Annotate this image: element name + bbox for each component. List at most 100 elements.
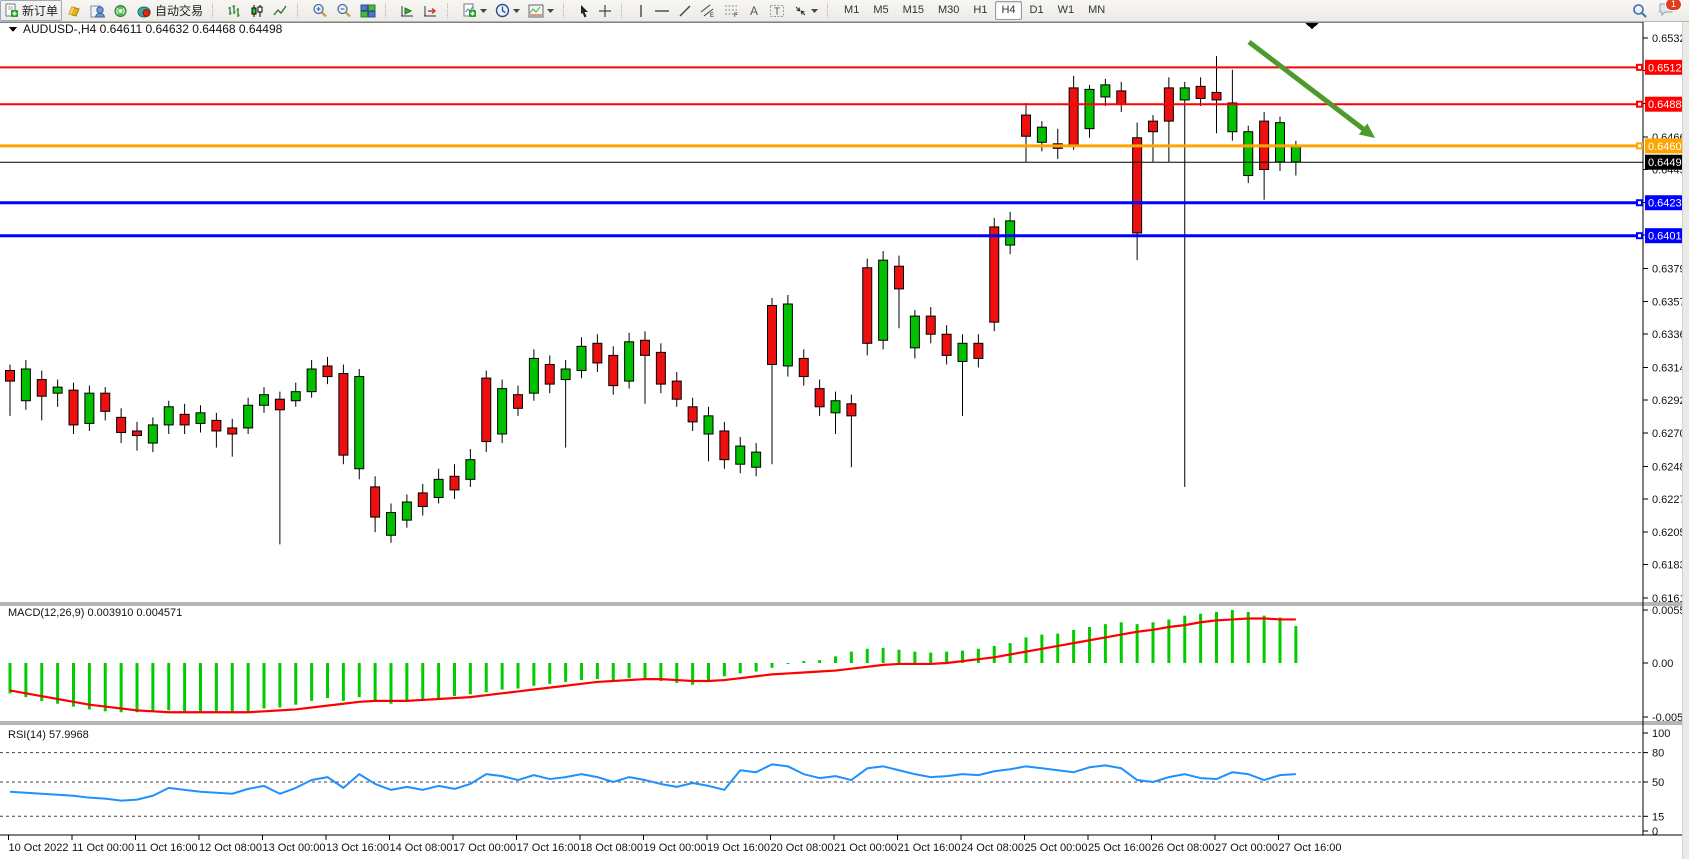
window-edge-strip [1682,21,1689,859]
cursor-button[interactable] [574,0,594,21]
svg-text:0.005595: 0.005595 [1652,605,1689,617]
fibonacci-button[interactable]: F [720,0,744,21]
svg-text:27 Oct 00:00: 27 Oct 00:00 [1215,842,1278,854]
chevron-down-icon [547,9,555,13]
svg-text:25 Oct 00:00: 25 Oct 00:00 [1025,842,1088,854]
svg-text:0.63360: 0.63360 [1652,329,1689,341]
text-label-button[interactable]: T [765,0,789,21]
svg-text:17 Oct 00:00: 17 Oct 00:00 [453,842,516,854]
svg-text:0.63575: 0.63575 [1652,297,1689,309]
channel-icon: E [700,4,714,18]
chart-shift-button[interactable] [419,0,442,21]
svg-text:18 Oct 08:00: 18 Oct 08:00 [580,842,643,854]
text-icon: A [750,4,758,18]
svg-text:F: F [734,13,738,18]
new-order-label: 新订单 [22,4,59,18]
tab-timeframe-w1[interactable]: W1 [1057,4,1075,16]
svg-text:80: 80 [1652,748,1664,760]
svg-text:A: A [750,4,758,18]
level-lines-layer[interactable]: 0.65126 0.64882 0.64606 0.64230 0.64012 0.644… [0,59,1689,244]
macd-pane: 0.005595 0.00 -0.005693 MACD(12,26,9) 0.003… [8,605,1689,724]
arrows-button[interactable] [789,0,822,21]
toolbar-separator [212,3,219,18]
indicators-button[interactable] [458,0,491,21]
svg-text:14 Oct 08:00: 14 Oct 08:00 [390,842,453,854]
svg-text:0.62705: 0.62705 [1652,428,1689,440]
svg-text:11 Oct 00:00: 11 Oct 00:00 [72,842,134,854]
line-chart-icon [273,5,287,15]
gold-button[interactable] [62,0,86,21]
tab-timeframe-d1[interactable]: D1 [1029,4,1044,16]
notifications-button[interactable]: 1 [1658,0,1682,20]
auto-trading-icon [137,5,151,18]
svg-text:0.65126: 0.65126 [1648,62,1688,74]
bar-chart-icon [228,4,240,17]
zoom-out-icon [337,3,351,18]
svg-text:24 Oct 08:00: 24 Oct 08:00 [961,842,1024,854]
tile-windows-icon [360,4,376,17]
svg-text:20 Oct 08:00: 20 Oct 08:00 [771,842,834,854]
templates-button[interactable] [524,0,558,21]
toolbar-separator [385,3,392,18]
auto-trading-button[interactable]: 自动交易 [132,0,207,21]
horizontal-line-button[interactable] [650,0,674,21]
svg-text:21 Oct 16:00: 21 Oct 16:00 [898,842,961,854]
toolbar-separator [621,3,628,18]
tab-timeframe-m30[interactable]: M30 [938,4,960,16]
svg-text:0.62050: 0.62050 [1652,527,1689,539]
new-order-icon [5,3,18,17]
svg-text:0.64498: 0.64498 [1648,157,1688,169]
toolbar-separator [297,3,304,18]
zoom-out-button[interactable] [332,0,356,21]
zoom-in-button[interactable] [308,0,332,21]
tab-timeframe-m15[interactable]: M15 [902,4,924,16]
svg-text:E: E [710,13,714,18]
tile-windows-button[interactable] [356,0,380,21]
trendline-button[interactable] [674,0,696,21]
bar-chart-button[interactable] [223,0,246,21]
line-chart-button[interactable] [269,0,292,21]
tab-timeframe-m5[interactable]: M5 [873,4,889,16]
period-button[interactable] [491,0,524,21]
candlestick-chart-icon [251,4,263,17]
tab-timeframe-h4[interactable]: H4 [995,1,1022,20]
tab-timeframe-m1[interactable]: M1 [844,4,860,16]
text-button[interactable]: A [744,0,765,21]
svg-text:0.63140: 0.63140 [1652,362,1689,374]
svg-text:100: 100 [1652,728,1670,740]
candles-layer [5,56,1301,545]
horizontal-line-icon [655,9,670,12]
svg-text:T: T [774,6,780,17]
toolbar-separator [563,3,570,18]
svg-text:15: 15 [1652,811,1664,823]
profile-icon [90,5,106,17]
tab-timeframe-h1[interactable]: H1 [973,4,988,16]
svg-text:21 Oct 00:00: 21 Oct 00:00 [834,842,897,854]
search-icon[interactable] [1632,3,1648,19]
toolbar-separator [447,3,454,18]
svg-text:11 Oct 16:00: 11 Oct 16:00 [136,842,198,854]
tab-timeframe-mn[interactable]: MN [1088,4,1106,16]
zoom-in-icon [313,3,327,18]
fibonacci-icon: F [725,5,738,18]
svg-text:17 Oct 16:00: 17 Oct 16:00 [517,842,580,854]
crosshair-button[interactable] [594,0,616,21]
vertical-line-button[interactable] [632,0,650,21]
candlestick-chart-button[interactable] [246,0,269,21]
channel-button[interactable]: E [696,0,720,21]
svg-text:26 Oct 08:00: 26 Oct 08:00 [1152,842,1215,854]
new-order-button[interactable]: 新订单 [0,0,63,21]
svg-text:0.61835: 0.61835 [1652,560,1689,572]
chevron-down-icon [513,9,521,13]
svg-text:0.64882: 0.64882 [1648,99,1688,111]
timeframe-group: M1 M5 M15 M30 H1 H4 D1 W1 MN [838,1,1111,20]
profile-button[interactable] [86,0,109,21]
notification-badge: 1 [1665,0,1682,11]
svg-text:19 Oct 00:00: 19 Oct 00:00 [644,842,707,854]
auto-trading-label: 自动交易 [155,4,204,18]
chevron-down-icon [480,9,488,13]
signals-button[interactable] [109,0,132,21]
trend-arrow[interactable] [1247,40,1375,138]
auto-scroll-button[interactable] [396,0,419,21]
